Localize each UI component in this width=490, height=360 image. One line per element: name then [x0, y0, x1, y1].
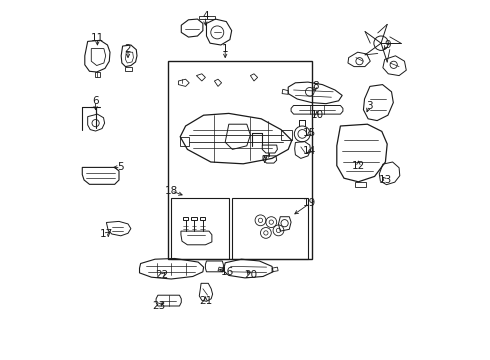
Bar	[168, 61, 312, 259]
Text: 2: 2	[124, 44, 131, 54]
Bar	[232, 198, 308, 259]
Text: 9: 9	[384, 40, 391, 50]
Text: 6: 6	[92, 96, 99, 106]
Text: 18: 18	[165, 186, 178, 196]
Text: 8: 8	[312, 81, 318, 91]
Text: 17: 17	[100, 229, 113, 239]
Text: 23: 23	[152, 301, 165, 311]
Text: 10: 10	[311, 110, 323, 120]
Text: 1: 1	[222, 44, 228, 54]
Text: 3: 3	[366, 101, 372, 111]
Text: 15: 15	[303, 128, 317, 138]
Text: 12: 12	[352, 161, 365, 171]
Text: 20: 20	[244, 270, 257, 280]
Text: 22: 22	[156, 270, 169, 280]
Text: 7: 7	[262, 155, 268, 165]
Text: 13: 13	[379, 175, 392, 185]
Text: 21: 21	[199, 296, 212, 306]
Text: 19: 19	[303, 198, 317, 208]
Text: 11: 11	[91, 33, 104, 43]
Text: 4: 4	[202, 11, 209, 21]
Text: 5: 5	[118, 162, 124, 172]
Text: 16: 16	[220, 267, 234, 277]
Bar	[171, 198, 229, 259]
Text: 14: 14	[303, 146, 317, 156]
